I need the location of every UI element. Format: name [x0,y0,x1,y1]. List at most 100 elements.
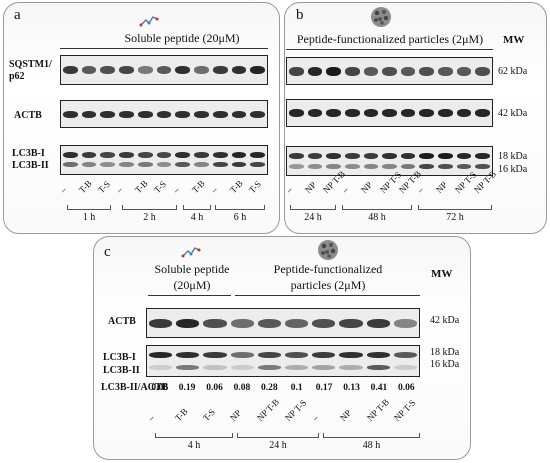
lc3b-i-a-band-2 [81,152,97,158]
time-bracket-c-4h [155,433,233,438]
actb-a-band-9 [212,111,228,118]
lc3b-ratio-value: 0.17 [315,383,333,393]
marker-c-42: 42 kDa [430,315,460,326]
time-label-b-24h: 24 h [304,212,322,223]
time-label-a-4h: 4 h [190,212,204,223]
lc3b-i-c-band-3 [203,352,227,358]
lc3b-ii-a-band-4 [119,162,134,167]
lc3b-ii-b-band-7 [400,164,416,169]
sqstm1-b-band-5 [363,67,379,76]
lc3b-i-c-band-10 [393,352,417,358]
lc3b-ii-a-band-9 [212,162,228,167]
lc3b-i-b-band-2 [307,153,323,159]
sqstm1-a-band-4 [119,66,134,74]
time-label-b-48h: 48 h [368,212,386,223]
sqstm1-b-band-1 [289,67,304,76]
time-bracket-a-1 [67,205,111,210]
lc3b-ii-b-band-3 [326,164,341,169]
blot-c-actb [146,308,420,338]
actb-b-band-11 [475,109,490,117]
actb-a-band-3 [100,111,116,118]
actb-a-band-11 [250,111,265,118]
lc3b-ii-b-band-9 [438,164,453,169]
panel-c-mw-title: MW [431,268,453,280]
sqstm1-b-band-7 [400,67,416,76]
actb-c-band-9 [366,319,390,328]
sqstm1-a-band-10 [231,66,247,74]
blot-c-lc3b [146,345,420,377]
lc3b-ii-a-band-7 [175,162,191,167]
lc3b-ii-a-band-5 [137,162,153,167]
lc3b-i-c-band-9 [366,352,390,358]
lc3b-ratio-value: 0.06 [206,383,223,393]
nanoparticle-icon [371,7,391,27]
lc3b-ii-c-band-4 [230,365,254,370]
row-label-lc3b-i-a: LC3B-I [12,148,45,159]
nanoparticle-icon [318,240,338,260]
row-label-lc3b-ii-c: LC3B-II [103,365,140,376]
actb-b-band-3 [326,109,341,117]
time-bracket-c-48h [323,433,420,438]
actb-c-band-5 [257,319,281,328]
actb-b-band-2 [307,109,323,117]
lc3b-i-a-band-10 [231,152,247,158]
actb-c-band-2 [176,319,200,328]
lc3b-ratio-value: 0.28 [260,383,278,393]
time-label-b-72h: 72 h [446,212,464,223]
lc3b-ii-b-band-6 [382,164,397,169]
row-label-sqstm1: SQSTM1/ p62 [9,59,52,82]
actb-c-band-6 [285,319,309,328]
sqstm1-b-band-8 [419,67,435,76]
actb-a-band-10 [231,111,247,118]
actb-a-band-4 [119,111,134,118]
lc3b-ii-c-band-1 [149,365,173,370]
sqstm1-a-band-11 [250,66,265,74]
lc3b-ii-b-band-1 [289,164,304,169]
time-label-a-1h: 1 h [82,212,96,223]
lc3b-ratio-value: 0.06 [151,383,168,393]
row-label-lc3b-ii-a: LC3B-II [12,160,49,171]
sqstm1-a-band-6 [156,66,172,74]
panel-a-header-rule [60,48,268,49]
lc3b-ii-a-band-3 [100,162,116,167]
panel-c-header-particles: Peptide-functionalized [273,262,383,276]
time-bracket-b-72h [418,205,492,210]
panel-c-header-particles-conc: particles (2μM) [290,278,366,292]
peptide-molecule-icon [181,247,201,258]
lc3b-i-c-band-7 [312,352,336,358]
row-label-ratio: LC3B-II/ACTB [101,382,169,393]
sqstm1-a-band-5 [137,66,153,74]
lc3b-ii-a-band-11 [250,162,265,167]
actb-b-band-1 [289,109,304,117]
sqstm1-b-band-10 [456,67,472,76]
time-bracket-c-24h [237,433,319,438]
blot-a-lc3b [60,145,268,175]
lc3b-ii-c-band-3 [203,365,227,370]
lc3b-ratio-value: 0.1 [290,383,303,393]
lc3b-ratio-value: 0.19 [178,383,196,393]
time-label-c-48h: 48 h [362,440,381,451]
lc3b-i-c-band-8 [339,352,363,358]
lc3b-ii-b-band-8 [419,164,435,169]
actb-a-band-5 [137,111,153,118]
sqstm1-a-band-2 [81,66,97,74]
row-label-actb-c: ACTB [108,316,136,327]
lc3b-ii-a-band-8 [194,162,209,167]
lc3b-i-a-band-6 [156,152,172,158]
time-bracket-a-3 [183,205,211,210]
lc3b-i-b-band-8 [419,153,435,159]
actb-a-band-8 [194,111,209,118]
marker-c-18: 18 kDa [430,347,460,358]
time-label-c-4h: 4 h [187,440,201,451]
lc3b-ratio-value: 0.41 [370,383,388,393]
time-label-a-2h: 2 h [143,212,156,223]
sqstm1-b-band-4 [344,67,360,76]
lc3b-ii-a-band-1 [63,162,78,167]
sqstm1-a-band-1 [63,66,78,74]
lc3b-ratio-value: 0.13 [343,383,360,393]
actb-c-band-1 [149,319,173,328]
panel-b-label: b [296,7,304,23]
marker-b-16: 16 kDa [498,164,528,175]
lc3b-i-c-band-2 [176,352,200,358]
lc3b-i-b-band-3 [326,153,341,159]
